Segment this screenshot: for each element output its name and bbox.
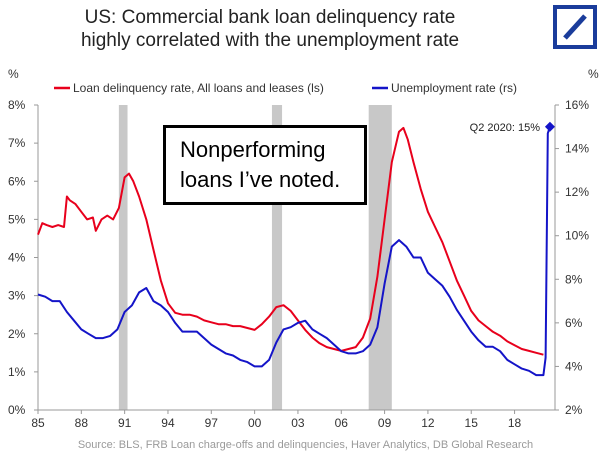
- x-tick-label-06: 06: [335, 416, 349, 430]
- delinquency-rate-line: [37, 126, 544, 356]
- right-tick-label-4: 10%: [565, 229, 589, 243]
- left-axis-unit: %: [8, 67, 19, 81]
- recession-band-1: [271, 105, 283, 410]
- x-tick-label-12: 12: [421, 416, 435, 430]
- x-tick-label-97: 97: [205, 416, 219, 430]
- left-tick-label-0: 0%: [8, 403, 26, 417]
- x-tick-label-09: 09: [378, 416, 392, 430]
- left-tick-label-5: 5%: [8, 212, 26, 226]
- left-tick-label-8: 8%: [8, 98, 26, 112]
- annotation-marker: [544, 121, 555, 132]
- chart-title-line1: US: Commercial bank loan delinquency rat…: [84, 7, 456, 28]
- left-tick-label-2: 2%: [8, 327, 26, 341]
- unemployment-rate-line: [37, 126, 551, 377]
- right-tick-label-6: 14%: [565, 142, 589, 156]
- source-note: Source: BLS, FRB Loan charge-offs and de…: [77, 439, 534, 451]
- x-tick-label-15: 15: [465, 416, 479, 430]
- x-tick-label-00: 00: [248, 416, 262, 430]
- legend-label-unemployment: Unemployment rate (rs): [391, 81, 517, 95]
- x-tick-label-94: 94: [161, 416, 175, 430]
- right-axis-unit: %: [588, 67, 599, 81]
- chart-title-line2: highly correlated with the unemployment …: [80, 30, 460, 51]
- right-tick-label-5: 12%: [565, 185, 589, 199]
- callout-line1: Nonperforming: [180, 137, 326, 162]
- right-tick-label-7: 16%: [565, 98, 589, 112]
- x-tick-label-03: 03: [291, 416, 305, 430]
- chart-title: US: Commercial bank loan delinquency rat…: [0, 6, 540, 52]
- legend-label-delinquency: Loan delinquency rate, All loans and lea…: [73, 81, 324, 95]
- left-tick-label-3: 3%: [8, 289, 26, 303]
- right-tick-label-1: 4%: [565, 359, 583, 373]
- deutsche-bank-logo-icon: [553, 5, 597, 49]
- left-tick-label-6: 6%: [8, 174, 26, 188]
- legend: Loan delinquency rate, All loans and lea…: [54, 81, 517, 95]
- left-tick-label-1: 1%: [8, 365, 26, 379]
- right-tick-label-2: 6%: [565, 316, 583, 330]
- x-tick-label-85: 85: [31, 416, 45, 430]
- callout-box: Nonperforming loans I’ve noted.: [163, 125, 367, 205]
- x-tick-label-18: 18: [508, 416, 522, 430]
- q2-2020-annotation: Q2 2020: 15%: [470, 122, 541, 134]
- x-tick-label-88: 88: [75, 416, 89, 430]
- right-tick-label-0: 2%: [565, 403, 583, 417]
- left-tick-label-7: 7%: [8, 136, 26, 150]
- x-tick-label-91: 91: [118, 416, 132, 430]
- recession-band-0: [118, 105, 128, 410]
- right-tick-label-3: 8%: [565, 272, 583, 286]
- left-tick-label-4: 4%: [8, 251, 26, 265]
- callout-line2: loans I’ve noted.: [180, 167, 341, 192]
